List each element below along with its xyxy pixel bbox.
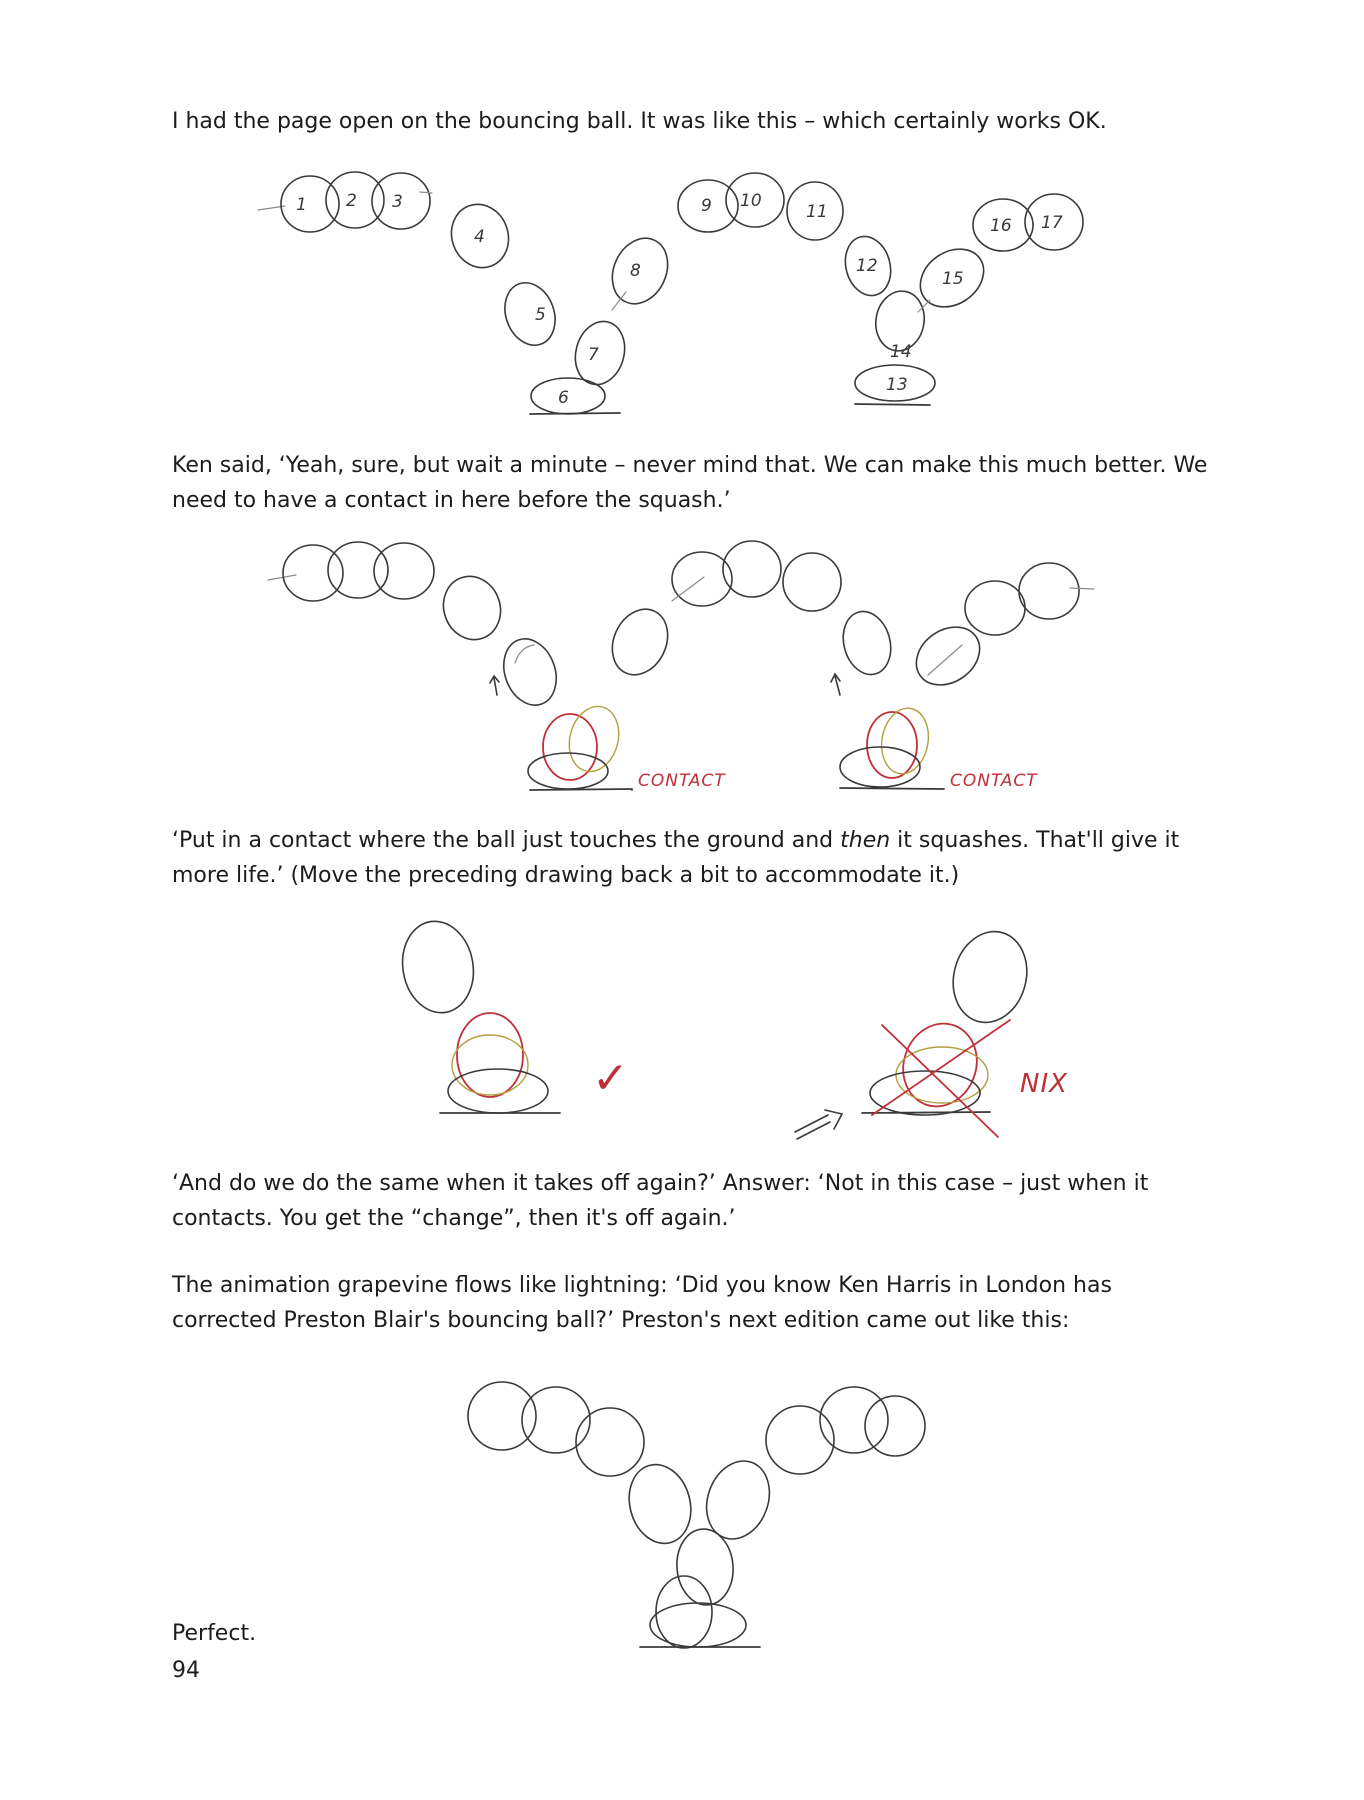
paragraph-5: The animation grapevine flows like light… [172, 1273, 1112, 1333]
frame-numbers: 1 2 3 4 5 6 7 8 9 10 11 12 13 14 15 16 1… [296, 191, 1063, 408]
frame-number: 2 [346, 191, 357, 211]
figure-contact-bounce: CONTACT CONTACT [0, 535, 1364, 805]
frame-number: 12 [856, 256, 878, 276]
frame-number: 14 [890, 342, 912, 362]
page-number: 94 [172, 1658, 200, 1683]
paragraph-6: Perfect. [172, 1621, 257, 1646]
frame-number: 10 [740, 191, 762, 211]
ball-drawings [267, 540, 1095, 791]
ball-drawings [467, 1381, 926, 1649]
frame-number: 1 [296, 195, 307, 215]
emphasis-then: then [840, 828, 891, 853]
figure-original-bounce: 1 2 3 4 5 6 7 8 9 10 11 12 13 14 15 16 1… [0, 160, 1364, 430]
arrow-icon [794, 1109, 844, 1140]
frame-number: 8 [630, 261, 641, 281]
frame-number: 6 [558, 388, 569, 408]
nix-label: NIX [1020, 1069, 1068, 1099]
frame-number: 7 [588, 345, 599, 365]
frame-number: 3 [392, 192, 403, 212]
wrong-example [861, 930, 1028, 1138]
ball-drawings [257, 171, 1084, 415]
contact-label-right: CONTACT [950, 771, 1038, 791]
paragraph-4: ‘And do we do the same when it takes off… [172, 1171, 1149, 1231]
frame-number: 16 [990, 216, 1012, 236]
frame-number: 9 [701, 196, 712, 216]
check-mark: ✓ [592, 1053, 629, 1104]
figure-right-vs-wrong: ✓ NIX [0, 915, 1364, 1145]
frame-number: 17 [1041, 213, 1063, 233]
paragraph-2: Ken said, ‘Yeah, sure, but wait a minute… [172, 453, 1208, 513]
frame-number: 13 [886, 375, 908, 395]
frame-number: 11 [806, 202, 828, 222]
frame-number: 15 [942, 269, 964, 289]
frame-number: 4 [474, 227, 485, 247]
correct-example [401, 920, 561, 1114]
paragraph-1: I had the page open on the bouncing ball… [172, 109, 1107, 134]
figure-revised-bounce [0, 1360, 1364, 1650]
paragraph-3: ‘Put in a contact where the ball just to… [172, 828, 1180, 888]
frame-number: 5 [535, 305, 546, 325]
contact-label-left: CONTACT [638, 771, 726, 791]
